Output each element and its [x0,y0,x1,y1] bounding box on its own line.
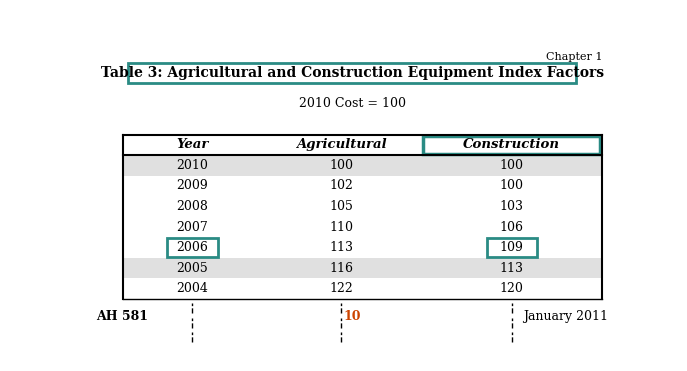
Text: AH 581: AH 581 [96,310,148,323]
Text: 105: 105 [330,200,353,213]
Text: 120: 120 [500,282,523,295]
Text: 2009: 2009 [177,180,208,193]
Text: 106: 106 [500,221,523,234]
Text: January 2011: January 2011 [523,310,608,323]
Text: Chapter 1: Chapter 1 [546,52,602,62]
Bar [123,258,602,279]
Text: 100: 100 [500,159,523,172]
Text: Table 3: Agricultural and Construction Equipment Index Factors: Table 3: Agricultural and Construction E… [100,66,604,80]
Text: 10: 10 [344,310,361,323]
FancyBboxPatch shape [128,63,576,83]
Text: 116: 116 [330,262,353,275]
Text: 2010 Cost = 100: 2010 Cost = 100 [299,96,405,109]
Text: 100: 100 [500,180,523,193]
Text: 2008: 2008 [177,200,208,213]
Text: 2006: 2006 [177,241,208,254]
Text: 2004: 2004 [177,282,208,295]
Text: 103: 103 [500,200,523,213]
Text: 2007: 2007 [177,221,208,234]
Text: Agricultural: Agricultural [296,138,387,151]
Text: 110: 110 [330,221,353,234]
Text: 2010: 2010 [177,159,208,172]
Text: 2005: 2005 [177,262,208,275]
Text: 113: 113 [330,241,353,254]
Text: Construction: Construction [463,138,561,151]
Text: 100: 100 [330,159,353,172]
Bar [123,155,602,175]
Text: 122: 122 [330,282,353,295]
Text: 109: 109 [500,241,523,254]
Text: Year: Year [176,138,209,151]
Text: 102: 102 [330,180,353,193]
Text: 113: 113 [500,262,523,275]
